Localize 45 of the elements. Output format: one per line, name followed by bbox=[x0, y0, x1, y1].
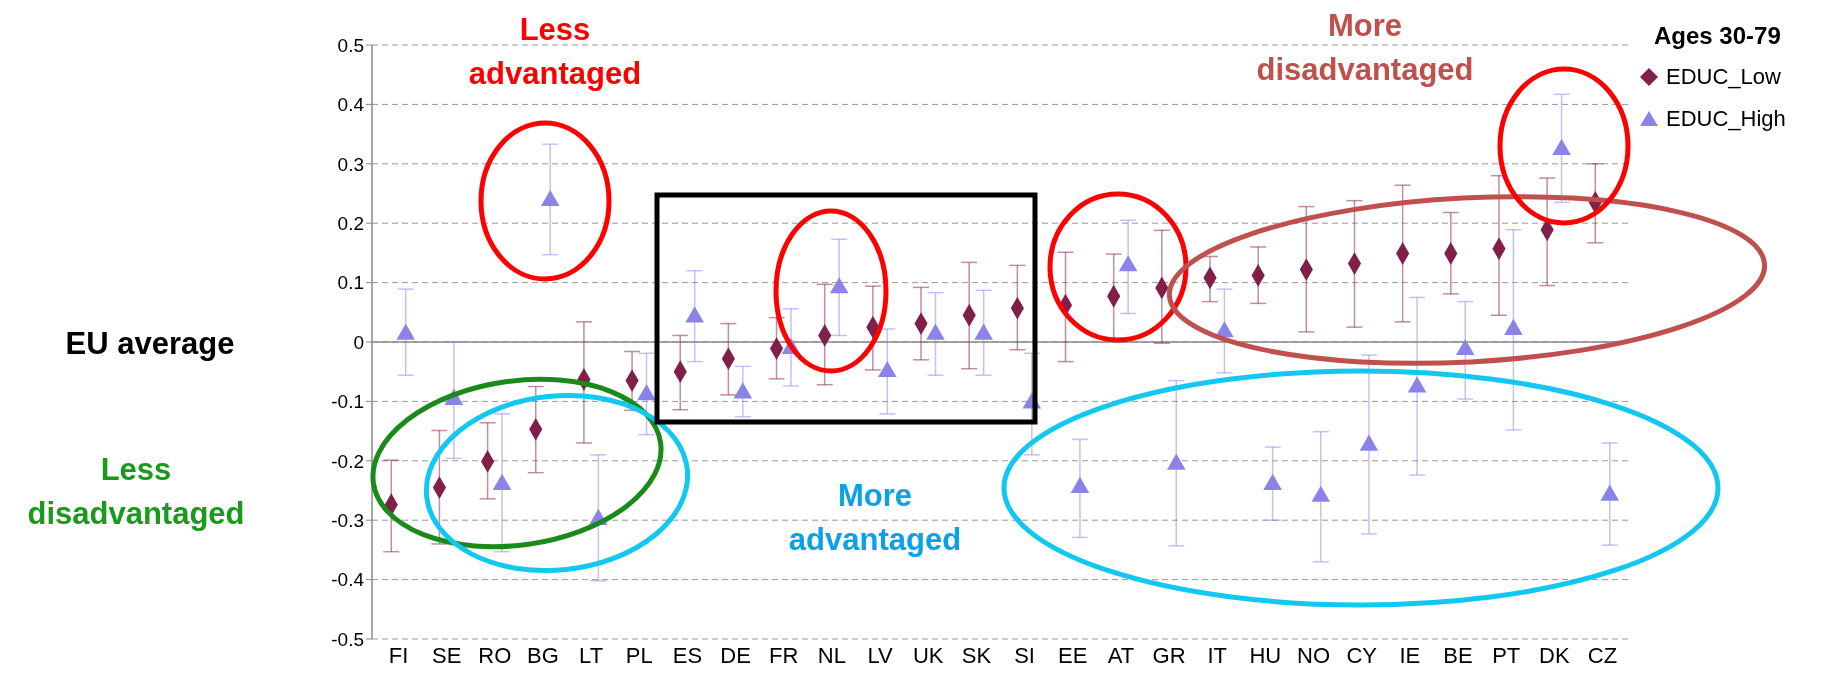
x-tick-label: ES bbox=[672, 642, 703, 668]
y-tick-label: -0.1 bbox=[331, 391, 364, 413]
y-tick-label: 0.5 bbox=[337, 34, 364, 56]
legend-title: Ages 30-79 bbox=[1654, 22, 1782, 50]
y-tick-label: -0.2 bbox=[331, 450, 364, 472]
x-tick-label: SI bbox=[1014, 642, 1035, 668]
y-tick-label: 0.4 bbox=[337, 94, 365, 116]
x-tick-label: RO bbox=[478, 642, 512, 668]
x-tick-label: UK bbox=[912, 642, 944, 668]
annotation: More advantaged bbox=[787, 477, 963, 559]
x-tick-label: BE bbox=[1443, 642, 1473, 668]
x-tick-label: AT bbox=[1107, 642, 1135, 668]
y-tick-label: -0.3 bbox=[331, 509, 364, 531]
x-tick-label: LT bbox=[579, 642, 604, 668]
x-tick-label: LV bbox=[867, 642, 894, 668]
x-tick-label: SK bbox=[961, 642, 992, 668]
x-tick-label: BG bbox=[527, 642, 559, 668]
x-tick-label: DK bbox=[1539, 642, 1570, 668]
x-tick-label: CZ bbox=[1587, 642, 1618, 668]
x-tick-label: FR bbox=[769, 642, 799, 668]
x-tick-label: PT bbox=[1492, 642, 1521, 668]
annotation: More disadvantaged bbox=[1255, 7, 1475, 89]
annotation: Less advantaged bbox=[467, 11, 643, 93]
text: EU average bbox=[64, 325, 236, 363]
y-tick-label: -0.4 bbox=[331, 569, 365, 591]
legend-label: EDUC_Low bbox=[1666, 64, 1781, 90]
x-tick-label: CY bbox=[1346, 642, 1378, 668]
y-tick-label: -0.5 bbox=[331, 628, 364, 650]
y-tick-label: 0 bbox=[353, 331, 364, 353]
x-tick-label: HU bbox=[1249, 642, 1282, 668]
x-tick-label: EE bbox=[1058, 642, 1088, 668]
text: Less disadvantaged bbox=[26, 451, 246, 533]
x-tick-label: NL bbox=[817, 642, 846, 668]
x-tick-label: IE bbox=[1399, 642, 1421, 668]
x-tick-label: GR bbox=[1152, 642, 1186, 668]
y-tick-label: 0.2 bbox=[337, 212, 364, 234]
x-tick-label: SE bbox=[431, 642, 462, 668]
x-tick-label: FI bbox=[388, 642, 409, 668]
y-tick-label: 0.3 bbox=[337, 153, 364, 175]
x-tick-label: NO bbox=[1297, 642, 1331, 668]
x-tick-label: DE bbox=[720, 642, 751, 668]
legend-label: EDUC_High bbox=[1666, 106, 1786, 132]
y-tick-label: 0.1 bbox=[337, 272, 364, 294]
x-tick-label: IT bbox=[1207, 642, 1228, 668]
x-tick-label: PL bbox=[625, 642, 653, 668]
